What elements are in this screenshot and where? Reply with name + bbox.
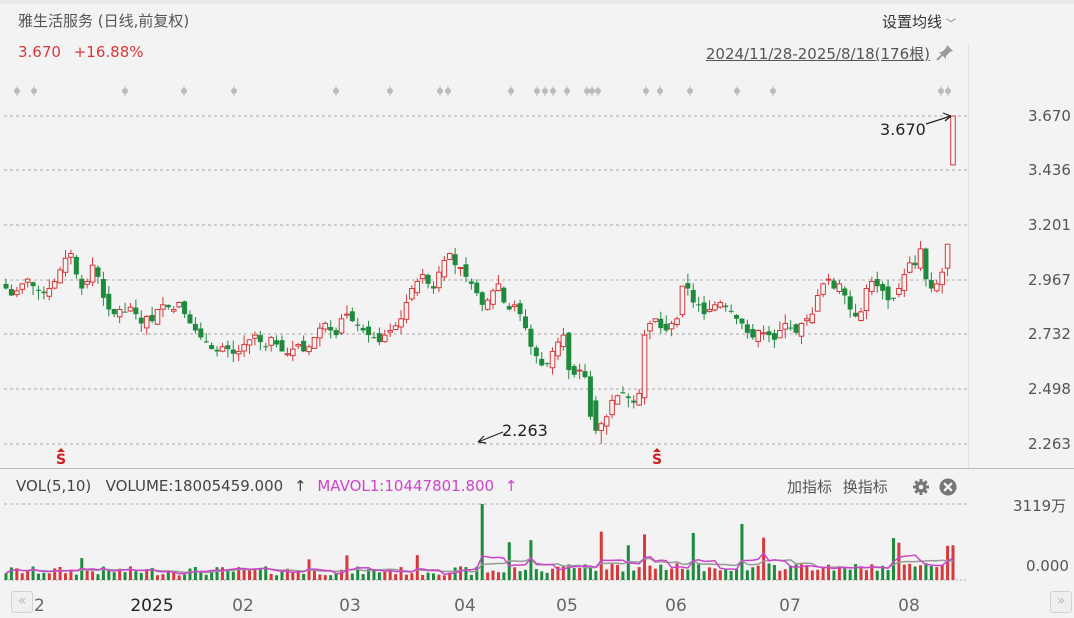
chevron-down-icon: ﹀ (946, 19, 956, 30)
switch-indicator-button[interactable]: 换指标 (842, 478, 888, 496)
time-tick-label: 08 (898, 596, 920, 616)
time-tick-label: 02 (232, 596, 254, 616)
time-tick-label: 2025 (130, 596, 174, 616)
indicator-actions: 加指标 换指标 (787, 476, 894, 497)
signal-marker-s: S (56, 448, 66, 468)
top-border (0, 0, 1074, 4)
date-range-link[interactable]: 2024/11/28-2025/8/18(176根) (705, 45, 930, 63)
mavol1-value: MAVOL1:10447801.800 (317, 477, 495, 495)
time-tick-label: 04 (454, 596, 476, 616)
volume-legend: VOL(5,10) VOLUME:18005459.000 ↑ MAVOL1:1… (16, 477, 523, 495)
panel-divider (0, 468, 1074, 469)
ma-setting-dropdown[interactable]: 设置均线 ﹀ (882, 11, 956, 32)
add-indicator-button[interactable]: 加指标 (787, 478, 833, 496)
price-tick-label: 3.670 (1028, 107, 1071, 125)
volume-value: VOLUME:18005459.000 (105, 477, 284, 495)
price-tick-label: 2.263 (1028, 435, 1071, 453)
ma-setting-label: 设置均线 (881, 13, 942, 31)
low-price-label: 2.263 (502, 421, 548, 440)
up-arrow-icon: ↑ (504, 477, 518, 495)
signal-marker-s: S (652, 448, 662, 468)
scroll-left-button[interactable]: « (11, 591, 33, 613)
time-tick-label: 05 (556, 596, 578, 616)
price-tick-label: 2.967 (1028, 271, 1071, 289)
close-icon[interactable] (939, 478, 957, 496)
pin-icon[interactable] (935, 43, 955, 61)
volume-axis-max: 3119万 (1013, 497, 1067, 515)
price-tick-label: 2.732 (1028, 325, 1071, 343)
up-arrow-icon: ↑ (293, 477, 307, 495)
last-price: 3.670 (18, 43, 61, 61)
volume-axis-min: 0.000 (1026, 557, 1069, 575)
time-tick-label: 06 (665, 596, 687, 616)
price-summary: 3.670 +16.88% (18, 43, 152, 61)
axis-divider (968, 44, 969, 469)
price-tick-label: 3.201 (1028, 216, 1071, 234)
change-percent: +16.88% (73, 43, 144, 61)
high-price-label: 3.670 (880, 120, 926, 139)
price-chart[interactable] (0, 0, 968, 618)
indicator-name: VOL(5,10) (16, 477, 92, 495)
gear-icon[interactable] (912, 478, 930, 496)
scroll-right-button[interactable]: » (1050, 591, 1072, 613)
price-tick-label: 3.436 (1028, 161, 1071, 179)
time-tick-label: 03 (339, 596, 361, 616)
time-tick-label: 07 (779, 596, 801, 616)
stock-title: 雅生活服务 (日线,前复权) (18, 12, 190, 30)
price-tick-label: 2.498 (1028, 380, 1071, 398)
